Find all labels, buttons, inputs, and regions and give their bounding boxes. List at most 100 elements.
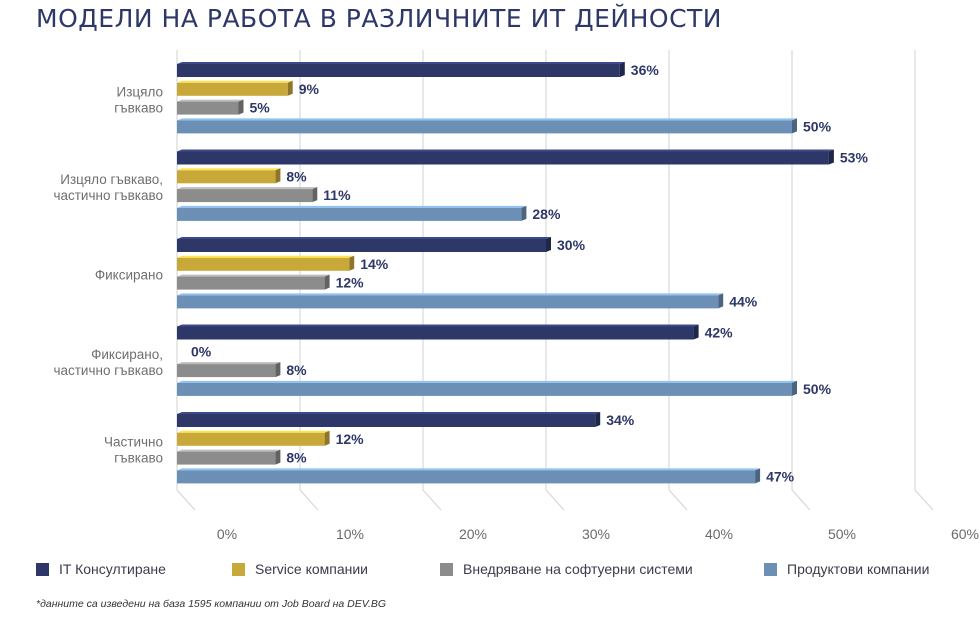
legend-item: Продуктови компании [764,561,929,577]
bar-top-face [177,293,724,296]
bar [177,276,325,290]
bar-end-face [755,468,761,484]
bar-end-face [792,118,797,134]
bar-end-face [275,449,281,465]
bar-top-face [177,324,699,327]
bar [177,239,546,252]
bar-top-face [177,274,330,277]
data-label: 50% [803,381,832,397]
x-tick-label: 10% [336,526,364,542]
bar-end-face [349,255,355,271]
bar [177,432,325,446]
x-tick-label: 40% [705,526,733,542]
gridline-slant [791,489,811,511]
bar [177,101,239,115]
bar-end-face [275,168,281,184]
data-label: 50% [803,118,832,134]
data-label: 11% [323,187,351,203]
bar-end-face [287,80,293,96]
bar-top-face [177,362,281,365]
bar [177,414,596,427]
bar-end-face [312,187,318,203]
data-label: 42% [705,325,734,341]
x-tick-label: 30% [582,526,610,542]
bar-top-face [177,99,244,102]
bar [177,257,350,271]
legend-swatch [440,562,453,576]
bar [177,326,694,340]
bar-end-face [521,205,527,221]
legend-item: Внедряване на софтуерни системи [440,561,693,577]
legend-swatch [232,562,245,576]
gridline-slant [422,489,442,511]
chart-title: МОДЕЛИ НА РАБОТА В РАЗЛИЧНИТЕ ИТ ДЕЙНОСТ… [36,4,723,33]
bar-top-face [177,255,355,258]
bar-top-face [177,80,293,83]
bar-top-face [177,430,330,433]
bar-end-face [718,293,724,309]
x-tick-label: 60% [951,526,979,542]
category-label: частично гъвкаво [53,188,163,203]
category-label: Фиксирано [95,268,163,283]
bar-top-face [177,412,601,414]
bar [177,64,620,77]
data-label: 8% [286,168,307,184]
legend-label: Внедряване на софтуерни системи [463,561,693,577]
bar-end-face [792,380,797,396]
bar-end-face [595,412,601,427]
data-label: 0% [191,343,212,359]
category-label: Частично [104,435,163,450]
legend-item: Service компании [232,561,368,577]
bar [177,120,792,134]
data-label: 30% [557,237,586,253]
legend-label: Продуктови компании [787,561,930,577]
bar-chart: 0% 10% 20% 30% 40% 50% 60% ИзцялогъвкавоИзцяло… [53,50,979,542]
gridline-slant [176,489,196,511]
data-label: 44% [729,293,758,309]
legend-swatch [764,562,777,576]
bar-top-face [177,168,281,171]
bar [177,451,276,465]
gridline-slant [299,489,319,511]
bar-top-face [177,187,318,190]
bar-top-face [177,149,834,152]
gridline-slant [545,489,565,511]
bar-top-face [177,118,797,121]
bar-end-face [546,237,551,252]
category-label: гъвкаво [114,451,163,466]
data-label: 8% [286,450,307,466]
category-label: частично гъвкаво [53,363,163,378]
x-tick-label: 0% [217,526,237,542]
bar-top-face [177,62,625,64]
bar [177,382,792,396]
category-label: Фиксирано, [91,347,163,362]
gridline-slant [914,489,934,511]
category-label: Изцяло [117,85,163,100]
legend-label: Service компании [255,561,369,577]
bar-top-face [177,237,551,239]
bar-end-face [324,274,330,290]
bar [177,189,313,203]
legend-swatch [36,562,49,576]
bar-end-face [324,430,330,446]
bar-top-face [177,205,527,208]
bar [177,207,522,221]
bar [177,151,829,165]
bar-end-face [275,362,281,378]
data-label: 36% [631,62,660,78]
data-label: 5% [250,100,271,116]
data-label: 8% [286,362,307,378]
data-label: 14% [360,256,389,272]
data-label: 34% [606,412,635,428]
category-label: гъвкаво [114,101,163,116]
data-labels: 36% 53% 30% 42% 34% 9% 8% 14% 0% 12% 5% 11% 12% 8% 8% 5… [191,62,868,484]
legend-label: IT Консултиране [59,561,166,577]
bar [177,470,756,484]
bar-top-face [177,380,797,383]
x-axis-tick-labels: 0% 10% 20% 30% 40% 50% 60% [217,526,979,542]
bar [177,82,288,96]
footnote: *данните са изведени на база 1595 компан… [36,598,387,610]
bar-end-face [619,62,625,77]
gridline-slant [668,489,688,511]
